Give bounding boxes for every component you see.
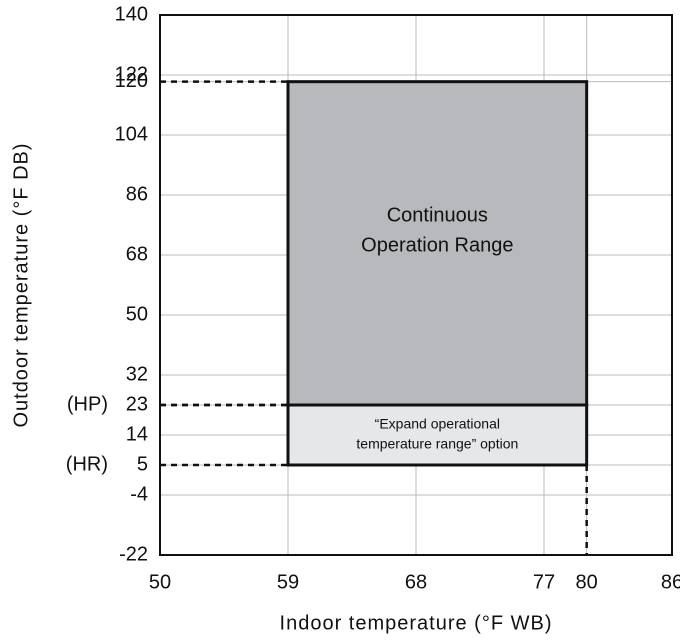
x-tick-label: 68 xyxy=(405,571,427,593)
x-tick-label: 77 xyxy=(533,571,555,593)
region xyxy=(286,403,589,467)
region-label: Continuous xyxy=(387,205,488,227)
region-label: temperature range” option xyxy=(356,436,518,452)
y-tick-label: 86 xyxy=(126,183,148,205)
y-tick-label: 14 xyxy=(126,423,148,445)
y-tick-label: -4 xyxy=(130,483,148,505)
y-tick-label: 140 xyxy=(115,3,148,25)
y-tick-label: 5 xyxy=(137,453,148,475)
x-tick-label: 86 xyxy=(661,571,680,593)
y-tick-label: 122 xyxy=(115,63,148,85)
x-tick-label: 59 xyxy=(277,571,299,593)
region-label: “Expand operational xyxy=(375,416,500,432)
annotation: (HP) xyxy=(67,393,108,415)
y-tick-label: 120 xyxy=(115,70,148,92)
region xyxy=(286,80,589,407)
y-axis-label: Outdoor temperature (°F DB) xyxy=(10,142,32,427)
y-tick-label: 104 xyxy=(115,123,148,145)
x-axis-label: Indoor temperature (°F WB) xyxy=(280,612,553,634)
x-tick-label: 80 xyxy=(576,571,598,593)
y-tick-label: 23 xyxy=(126,393,148,415)
x-tick-label: 50 xyxy=(149,571,171,593)
region-label: Operation Range xyxy=(361,235,513,257)
y-tick-label: -22 xyxy=(119,543,148,565)
plot-frame xyxy=(159,14,673,556)
y-tick-label: 50 xyxy=(126,303,148,325)
annotation: (HR) xyxy=(66,453,108,475)
y-tick-label: 32 xyxy=(126,363,148,385)
y-tick-label: 68 xyxy=(126,243,148,265)
